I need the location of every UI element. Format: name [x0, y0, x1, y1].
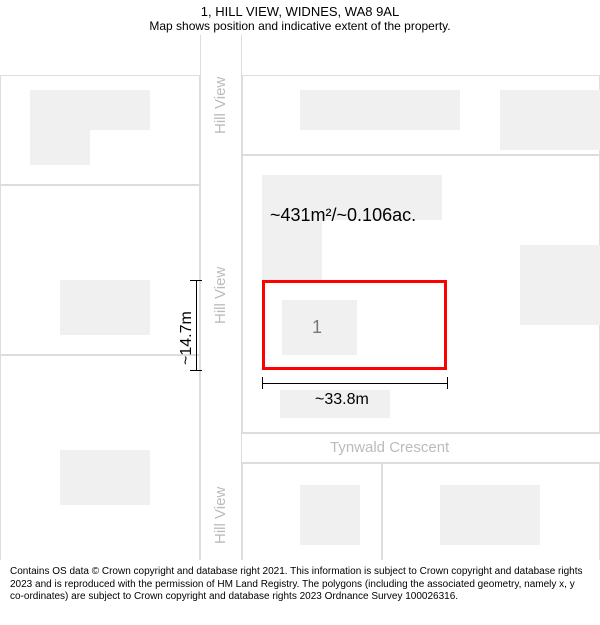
building-3 — [500, 90, 600, 150]
building-6 — [262, 220, 322, 280]
map-canvas: 1 ~431m²/~0.106ac. Hill View Hill View Hill … — [0, 35, 600, 560]
building-12 — [440, 485, 540, 545]
building-4 — [60, 280, 150, 335]
road-label-1: Hill View — [212, 255, 229, 335]
dim-height-tick2 — [190, 370, 202, 371]
property-number: 1 — [312, 317, 322, 338]
map-footer: Contains OS data © Crown copyright and d… — [0, 560, 600, 610]
building-2 — [300, 90, 460, 130]
property-highlight — [262, 280, 447, 370]
building-0 — [30, 90, 150, 130]
building-1 — [30, 130, 90, 165]
building-11 — [300, 485, 360, 545]
dim-width-tick2 — [447, 377, 448, 389]
dim-height-line — [196, 280, 197, 370]
building-7 — [520, 245, 600, 325]
area-label: ~431m²/~0.106ac. — [270, 205, 416, 226]
dim-width-label: ~33.8m — [315, 391, 369, 409]
dim-width-line — [262, 383, 447, 384]
dim-height-label: ~14.7m — [178, 285, 196, 365]
road-label-0: Hill View — [212, 65, 229, 145]
map-title: 1, HILL VIEW, WIDNES, WA8 9AL — [0, 4, 600, 19]
building-10 — [60, 450, 150, 505]
map-subtitle: Map shows position and indicative extent… — [0, 19, 600, 33]
road-label-2: Hill View — [212, 475, 229, 555]
road-label-3: Tynwald Crescent — [330, 439, 449, 456]
dim-width-tick1 — [262, 377, 263, 389]
map-header: 1, HILL VIEW, WIDNES, WA8 9AL Map shows … — [0, 0, 600, 35]
dim-height-tick1 — [190, 280, 202, 281]
